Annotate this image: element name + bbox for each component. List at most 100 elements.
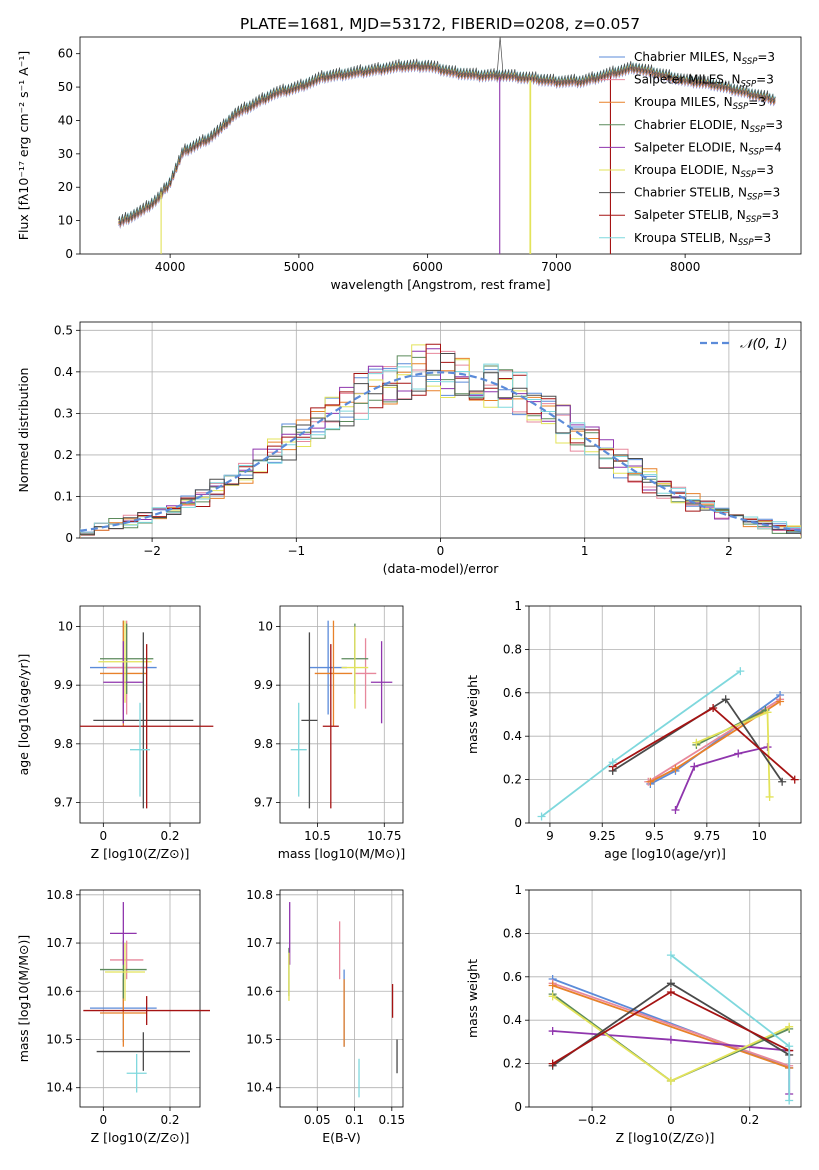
y-tick-label: 60 xyxy=(58,47,73,61)
y-tick-label: 0 xyxy=(514,1100,522,1114)
y-tick-label: 10.4 xyxy=(246,1081,273,1095)
y-tick-label: 0 xyxy=(65,247,73,261)
y-tick-label: 10.7 xyxy=(46,936,73,950)
y-tick-label: 0.4 xyxy=(503,729,522,743)
legend-subscript: SSP xyxy=(746,215,762,225)
x-tick-label: 0.2 xyxy=(160,1113,179,1127)
legend-value: =3 xyxy=(756,163,774,177)
x-tick-label: 2 xyxy=(725,544,733,558)
legend-value: =3 xyxy=(748,95,766,109)
mass-vs-EBV-panel: 0.05 0.1 0.15 10.4 10.5 10.6 10.7 10.8 E(B-V) xyxy=(246,888,405,1145)
y-tick-label: 10 xyxy=(258,620,273,634)
y-tick-label: 9.9 xyxy=(54,678,73,692)
y-tick-label: 9.8 xyxy=(254,737,273,751)
weight-marker xyxy=(548,1059,557,1068)
x-tick-label: 10.5 xyxy=(304,829,331,843)
y-tick-label: 10 xyxy=(58,620,73,634)
x-axis-label: Z [log10(Z/Z⊙)] xyxy=(616,1130,715,1145)
x-tick-label: 9.25 xyxy=(589,829,616,843)
spectrum-panel: 4000 5000 6000 7000 8000 0 10 20 30 40 50 60 wavelen… xyxy=(16,36,802,292)
legend-subscript: SSP xyxy=(742,57,758,67)
x-tick-label: 0 xyxy=(100,829,108,843)
weight-marker xyxy=(666,979,675,988)
legend-subscript: SSP xyxy=(747,193,763,203)
y-axis-label: age [log10(age/yr)] xyxy=(16,654,31,776)
spectrum-lines xyxy=(118,37,776,254)
weight-marker xyxy=(778,777,787,786)
x-tick-label: 0.1 xyxy=(345,1113,364,1127)
x-tick-label: −0.2 xyxy=(578,1113,607,1127)
legend-label: Salpeter ELODIE, NSSP=4 xyxy=(634,140,782,157)
x-tick-label: 0 xyxy=(100,1113,108,1127)
y-tick-label: 10.5 xyxy=(246,1032,273,1046)
x-axis-label: wavelength [Angstrom, rest frame] xyxy=(330,277,550,292)
spectrum-emission-peak xyxy=(496,37,504,78)
legend-value: =3 xyxy=(761,208,779,222)
legend-subscript: SSP xyxy=(750,125,766,135)
legend-value: =3 xyxy=(756,73,774,87)
axes-frame xyxy=(279,889,404,1108)
axes-frame xyxy=(79,605,201,824)
x-tick-label: −2 xyxy=(143,544,161,558)
legend-subscript: SSP xyxy=(741,170,757,180)
legend-value: =3 xyxy=(765,118,783,132)
age-vs-Z-panel: 0 0.2 9.7 9.8 9.9 10 Z [log10(Z/Z⊙)] age [log10… xyxy=(16,605,214,861)
y-tick-label: 0.3 xyxy=(54,406,73,420)
y-tick-label: 0.2 xyxy=(503,1057,522,1071)
axes-frame xyxy=(528,889,802,1108)
y-tick-label: 1 xyxy=(514,599,522,613)
axes-frame xyxy=(79,36,802,255)
y-tick-label: 0 xyxy=(514,816,522,830)
weight-marker xyxy=(666,987,675,996)
y-tick-label: 0.4 xyxy=(54,365,73,379)
x-tick-label: 9.75 xyxy=(693,829,720,843)
legend-subscript: SSP xyxy=(741,80,757,90)
spectrum-legend: Chabrier MILES, NSSP=3 Salpeter MILES, NS… xyxy=(599,50,783,248)
axes-frame xyxy=(79,321,802,539)
x-tick-label: 0 xyxy=(437,544,445,558)
weight-marker xyxy=(548,992,557,1001)
weight-marker xyxy=(692,738,701,747)
y-tick-label: 9.8 xyxy=(54,737,73,751)
weight-marker xyxy=(608,758,617,767)
y-tick-label: 0.8 xyxy=(503,642,522,656)
y-tick-label: 0.2 xyxy=(54,448,73,462)
weight-marker xyxy=(709,703,718,712)
weight-marker xyxy=(790,775,799,784)
x-tick-label: 0.05 xyxy=(304,1113,331,1127)
axes-frame xyxy=(79,889,201,1108)
y-tick-label: 30 xyxy=(58,147,73,161)
y-tick-label: 10.8 xyxy=(246,888,273,902)
x-tick-label: 0 xyxy=(667,1113,675,1127)
weight-marker xyxy=(537,812,546,821)
y-tick-label: 9.9 xyxy=(254,678,273,692)
weight-line xyxy=(552,984,790,1069)
legend-label: Chabrier STELIB, NSSP=3 xyxy=(634,186,780,203)
weight-marker xyxy=(548,981,557,990)
residual-histograms xyxy=(80,343,801,538)
legend-subscript: SSP xyxy=(733,102,749,112)
y-tick-label: 10.6 xyxy=(46,984,73,998)
residual-histogram xyxy=(80,353,801,536)
y-tick-label: 10 xyxy=(58,214,73,228)
y-tick-label: 20 xyxy=(58,180,73,194)
legend-label: 𝒩(0, 1) xyxy=(740,337,787,352)
weight-marker xyxy=(785,1022,794,1031)
legend-label: Chabrier ELODIE, NSSP=3 xyxy=(634,118,783,135)
x-tick-label: 10.75 xyxy=(367,829,401,843)
x-tick-label: 0.2 xyxy=(160,829,179,843)
x-tick-label: 0.15 xyxy=(378,1113,405,1127)
y-tick-label: 1 xyxy=(514,883,522,897)
legend-label: Salpeter MILES, NSSP=3 xyxy=(634,73,774,90)
legend-label: Chabrier MILES, NSSP=3 xyxy=(634,50,775,67)
weight-marker xyxy=(671,805,680,814)
weight-line xyxy=(647,698,781,783)
y-tick-label: 0.4 xyxy=(503,1013,522,1027)
y-tick-label: 0.1 xyxy=(54,489,73,503)
legend-value: =3 xyxy=(754,231,772,245)
x-tick-label: 5000 xyxy=(284,260,315,274)
x-tick-label: 8000 xyxy=(670,260,701,274)
y-tick-label: 9.7 xyxy=(254,795,273,809)
y-tick-label: 10.7 xyxy=(246,936,273,950)
weight-marker xyxy=(785,1042,794,1051)
